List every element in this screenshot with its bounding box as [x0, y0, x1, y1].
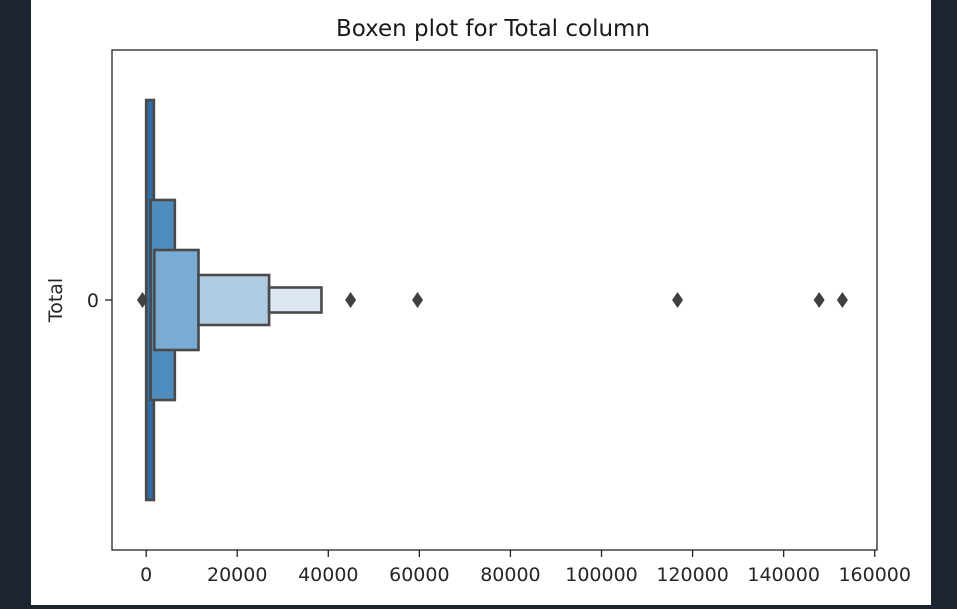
- boxen-chart: Boxen plot for Total column Total 0 20000…: [45, 16, 911, 586]
- boxen-level-3: [153, 248, 200, 352]
- x-axis: 0 20000 40000 60000 80000 100000 120000 140000 1…: [140, 550, 911, 586]
- boxen-level-4: [197, 273, 271, 327]
- outlier-point: [345, 292, 357, 308]
- x-tick-label: 20000: [207, 564, 267, 586]
- x-tick-label: 120000: [656, 564, 729, 586]
- x-tick-label: 140000: [747, 564, 820, 586]
- figure: Boxen plot for Total column Total 0 20000…: [31, 0, 931, 605]
- x-tick-label: 100000: [565, 564, 638, 586]
- x-tick-label: 40000: [298, 564, 358, 586]
- y-axis: 0: [87, 290, 112, 312]
- plot-area: [137, 98, 848, 502]
- chart-title: Boxen plot for Total column: [336, 16, 650, 42]
- y-tick-label: 0: [87, 290, 99, 312]
- x-tick-label: 60000: [389, 564, 449, 586]
- outlier-point: [137, 292, 149, 308]
- outlier-point: [836, 292, 848, 308]
- outlier-point: [412, 292, 424, 308]
- outlier-point: [813, 292, 825, 308]
- outlier-point: [672, 292, 684, 308]
- boxen-level-5: [267, 286, 323, 314]
- y-axis-label: Total: [45, 278, 67, 323]
- x-tick-label: 160000: [838, 564, 911, 586]
- x-tick-label: 0: [140, 564, 152, 586]
- x-tick-label: 80000: [480, 564, 540, 586]
